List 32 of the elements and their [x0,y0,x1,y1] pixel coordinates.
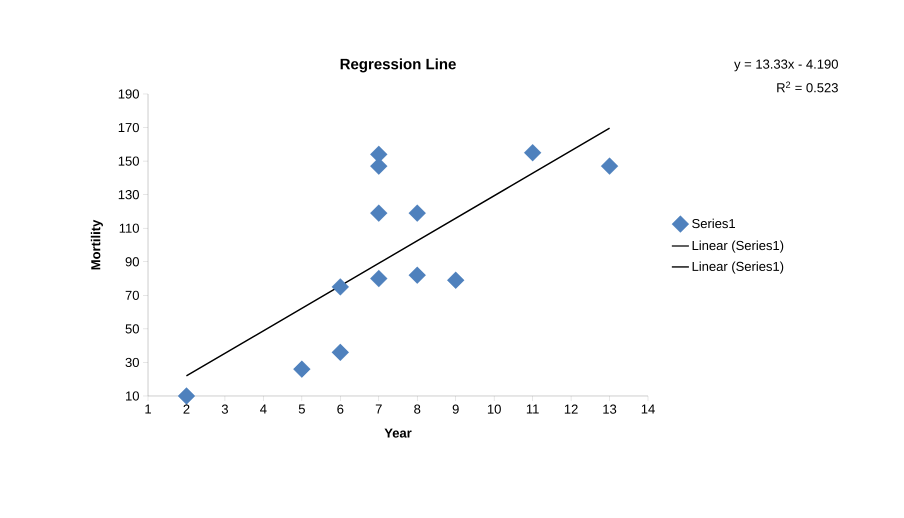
legend-label: Series1 [692,218,736,228]
legend-label: Linear (Series1) [692,261,784,274]
legend-label: Linear (Series1) [692,240,784,253]
x-tick-label: 14 [642,404,655,414]
y-tick-label: 130 [118,190,139,200]
y-tick-label: 170 [118,122,139,132]
y-tick-label: 10 [126,391,139,401]
x-tick-label: 11 [526,404,539,414]
x-tick-label: 13 [603,404,616,414]
y-tick-label: 150 [118,156,139,166]
y-tick-label: 190 [118,89,139,99]
x-tick-label: 4 [260,404,267,414]
y-tick-label: 30 [126,358,139,368]
x-tick-label: 6 [337,404,344,414]
y-tick-label: 70 [126,290,139,300]
text: R$^{2}$ = 0.523 [777,82,838,92]
y-tick-label: 110 [120,224,139,233]
chart-title: Regression Line [340,58,456,72]
x-tick-label: 3 [222,404,228,414]
y-tick-label: 50 [126,324,139,334]
text: y = 13.33x - 4.190 [734,60,838,72]
y-axis-title: Mortility [90,220,103,270]
y-tick-label: 90 [126,257,139,266]
x-tick-label: 7 [376,404,382,414]
x-tick-label: 9 [452,404,459,414]
x-axis-title: Year [384,428,412,438]
x-tick-label: 10 [488,404,501,414]
x-tick-label: 2 [184,404,190,414]
x-tick-label: 1 [145,404,151,414]
x-tick-label: 12 [564,404,578,414]
x-tick-label: 8 [414,404,420,414]
x-tick-label: 5 [298,404,305,414]
